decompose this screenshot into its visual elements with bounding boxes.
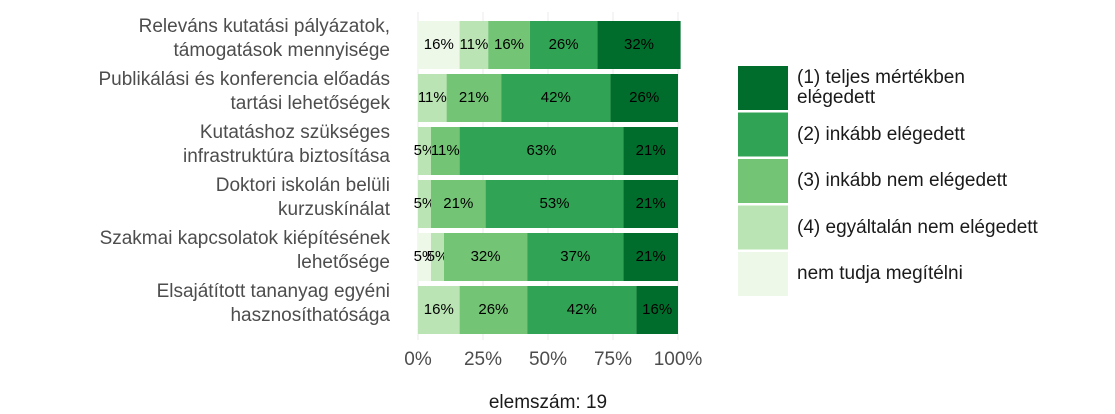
bar-segment	[623, 180, 678, 228]
bar-segment	[636, 286, 678, 334]
data-label: 21%	[636, 248, 666, 265]
y-tick-label: Kutatáshoz szükséges infrastruktúra bizt…	[183, 122, 390, 167]
bar-segment	[431, 180, 486, 228]
data-label: 26%	[478, 301, 508, 318]
bar-segment	[529, 21, 598, 69]
legend-label: (3) inkább nem elégedett	[797, 170, 1008, 191]
bar-segment	[418, 21, 460, 69]
x-tick-label: 100%	[654, 349, 703, 370]
legend-swatch	[738, 252, 788, 296]
y-tick-label: Publikálási és konferencia előadás tartá…	[98, 69, 390, 114]
legend-label: (1) teljes mértékben elégedett	[797, 67, 965, 108]
data-label: 21%	[443, 195, 473, 212]
bar-segment	[488, 21, 530, 69]
data-label: 63%	[526, 142, 556, 159]
bar-segment	[597, 21, 681, 69]
x-tick-label: 50%	[529, 349, 567, 370]
data-label: 16%	[494, 36, 524, 53]
bar-segment	[418, 180, 431, 228]
data-label: 5%	[414, 142, 436, 159]
legend-swatch	[738, 112, 788, 157]
bar-segment	[446, 74, 502, 122]
x-tick-label: 0%	[404, 349, 432, 370]
data-label: 26%	[549, 36, 579, 53]
x-tick-label: 75%	[594, 349, 632, 370]
data-label: 16%	[642, 301, 672, 318]
data-label: 16%	[424, 36, 454, 53]
data-label: 42%	[567, 301, 597, 318]
data-label: 5%	[414, 248, 436, 265]
data-label: 11%	[459, 36, 488, 53]
x-axis-label: elemszám: 19	[489, 392, 607, 413]
bar-segment	[418, 74, 447, 122]
bar-segment	[418, 233, 431, 281]
y-tick-label: Releváns kutatási pályázatok, támogatáso…	[138, 16, 390, 61]
bar-segment	[418, 127, 431, 175]
bar-segment	[418, 286, 460, 334]
data-label: 5%	[414, 195, 436, 212]
data-label: 26%	[629, 89, 659, 106]
bar-segment	[623, 127, 678, 175]
bar-segment	[485, 180, 624, 228]
data-label: 37%	[560, 248, 590, 265]
bar-segment	[610, 74, 678, 122]
bar-segment	[431, 233, 444, 281]
data-label: 16%	[424, 301, 454, 318]
legend-label: (2) inkább elégedett	[797, 123, 965, 145]
y-tick-label: Elsajátított tananyag egyéni hasznosítha…	[156, 281, 390, 326]
data-label: 11%	[431, 142, 460, 159]
y-tick-label: Szakmai kapcsolatok kiépítésének lehetős…	[99, 228, 390, 273]
data-label: 53%	[539, 195, 569, 212]
data-label: 21%	[636, 142, 666, 159]
legend-swatch	[738, 66, 788, 110]
data-label: 21%	[459, 89, 489, 106]
bar-segment	[431, 127, 460, 175]
legend-label: nem tudja megítélni	[797, 263, 963, 284]
data-label: 11%	[418, 89, 447, 106]
legend-swatch	[738, 159, 788, 203]
legend-label: (4) egyáltalán nem elégedett	[797, 216, 1038, 238]
y-tick-label: Doktori iskolán belüli kurzuskínálat	[215, 175, 390, 220]
bar-segment	[623, 233, 678, 281]
data-label: 5%	[427, 248, 449, 265]
bar-segment	[527, 286, 637, 334]
bar-segment	[527, 233, 624, 281]
bar-segment	[501, 74, 611, 122]
data-label: 42%	[541, 89, 571, 106]
bar-segment	[459, 286, 528, 334]
data-label: 32%	[471, 248, 501, 265]
legend-swatch	[738, 205, 788, 250]
bar-segment	[459, 21, 489, 69]
data-label: 21%	[636, 195, 666, 212]
x-tick-label: 25%	[464, 349, 502, 370]
bar-segment	[459, 127, 624, 175]
bar-segment	[444, 233, 528, 281]
data-label: 32%	[624, 36, 654, 53]
